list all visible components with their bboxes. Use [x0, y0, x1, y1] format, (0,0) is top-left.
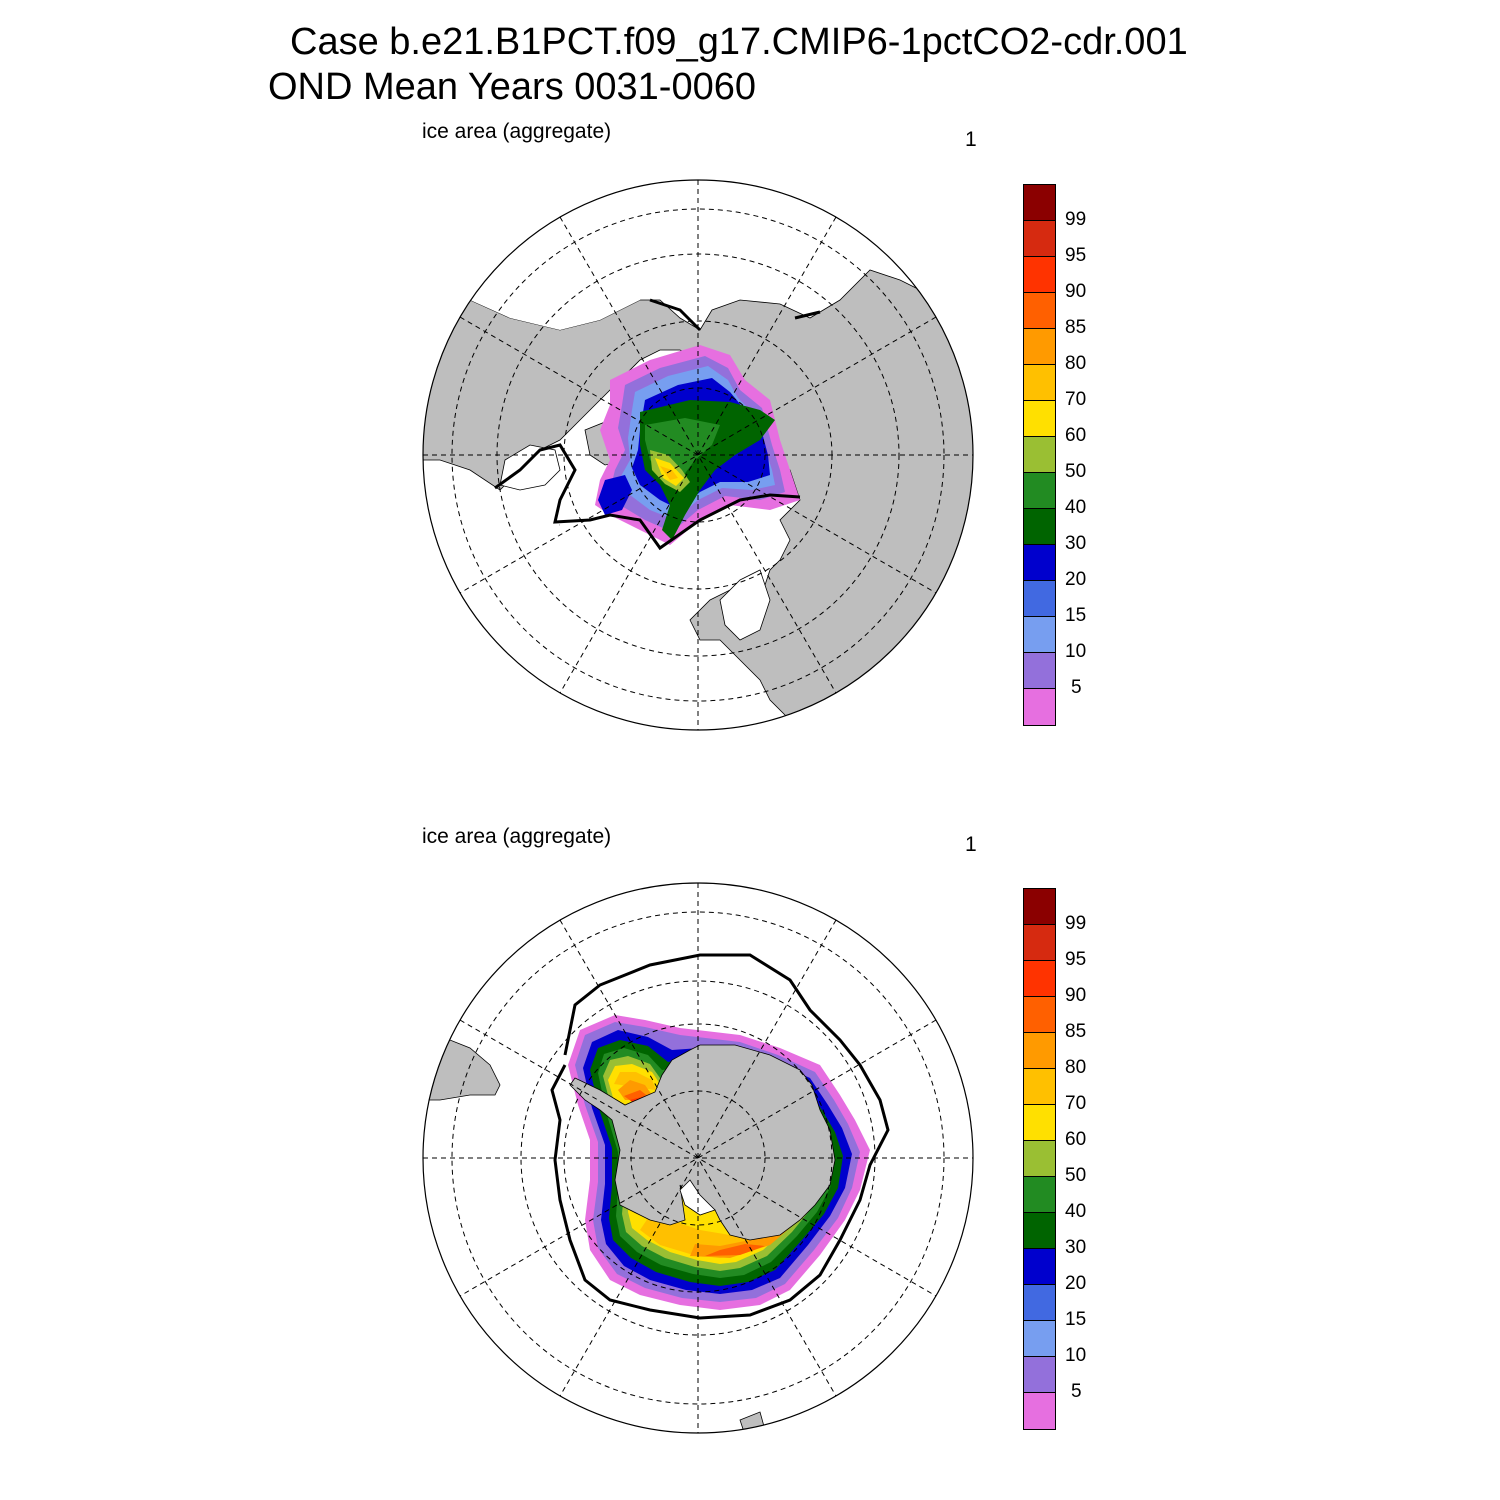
south-colorbar-swatch [1024, 1393, 1055, 1429]
south-colorbar-label: 95 [1065, 949, 1087, 970]
north-colorbar-swatch [1024, 617, 1055, 653]
north-map-border [422, 179, 974, 731]
south-ross-shelf [679, 1179, 716, 1216]
north-colorbar-label: 20 [1065, 569, 1087, 590]
north-colorbar-label: 10 [1065, 641, 1087, 662]
north-colorbar-label: 60 [1065, 425, 1087, 446]
north-colorbar-swatch [1024, 185, 1055, 221]
south-colorbar-swatch [1024, 1321, 1055, 1357]
south-colorbar-swatch [1024, 925, 1055, 961]
north-colorbar-swatch [1024, 653, 1055, 689]
north-colorbar-label: 99 [1065, 209, 1087, 230]
south-colorbar-swatch [1024, 1069, 1055, 1105]
south-ice-extent-contour [550, 953, 890, 1320]
south-colorbar-swatch [1024, 889, 1055, 925]
south-colorbar-label: 30 [1065, 1237, 1087, 1258]
north-colorbar-label: 90 [1065, 281, 1087, 302]
figure-title-period: OND Mean Years 0031-0060 [268, 66, 756, 108]
north-colorbar-swatch [1024, 293, 1055, 329]
north-panel-label: ice area (aggregate) [422, 120, 612, 143]
south-colorbar-swatch [1024, 997, 1055, 1033]
south-colorbar-label: 90 [1065, 985, 1087, 1006]
north-colorbar-swatch [1024, 545, 1055, 581]
south-colorbar-swatch [1024, 1177, 1055, 1213]
north-colorbar-label: 80 [1065, 353, 1087, 374]
north-colorbar-swatch [1024, 329, 1055, 365]
south-colorbar-label: 5 [1071, 1381, 1082, 1402]
south-colorbar [1023, 888, 1056, 1430]
south-colorbar-swatch [1024, 1213, 1055, 1249]
north-colorbar-label: 70 [1065, 389, 1087, 410]
south-colorbar-swatch [1024, 1357, 1055, 1393]
north-colorbar-swatch [1024, 509, 1055, 545]
south-colorbar-swatch [1024, 1249, 1055, 1285]
north-colorbar-label: 40 [1065, 497, 1087, 518]
south-graticule [423, 883, 973, 1433]
north-water-baltic [719, 569, 771, 641]
south-colorbar-swatch [1024, 1141, 1055, 1177]
south-colorbar-label: 85 [1065, 1021, 1087, 1042]
north-ice-band-80 [660, 466, 678, 480]
north-colorbar-swatch [1024, 581, 1055, 617]
north-ice-hudson [598, 475, 632, 515]
north-graticule [423, 180, 973, 730]
north-polar-map [422, 179, 974, 731]
north-colorbar-label: 5 [1071, 677, 1082, 698]
north-colorbar-swatch [1024, 689, 1055, 725]
south-colorbar-label: 99 [1065, 913, 1087, 934]
south-colorbar-label: 50 [1065, 1165, 1087, 1186]
south-colorbar-label: 80 [1065, 1057, 1087, 1078]
figure-title-case: Case b.e21.B1PCT.f09_g17.CMIP6-1pctCO2-c… [290, 21, 1188, 63]
south-colorbar-label: 70 [1065, 1093, 1087, 1114]
south-colorbar-label: 60 [1065, 1129, 1087, 1150]
south-map-border [422, 882, 974, 1434]
north-ice-extent-contour [494, 298, 821, 551]
south-colorbar-swatch [1024, 1285, 1055, 1321]
north-land-eurasia [423, 269, 973, 730]
north-panel-number: 1 [965, 128, 977, 151]
north-colorbar-swatch [1024, 365, 1055, 401]
south-panel-label: ice area (aggregate) [422, 825, 612, 848]
north-colorbar-label: 95 [1065, 245, 1087, 266]
north-colorbar-label: 15 [1065, 605, 1087, 626]
south-colorbar-swatch [1024, 961, 1055, 997]
north-colorbar-label: 85 [1065, 317, 1087, 338]
north-water-hudson [499, 444, 561, 491]
south-colorbar-swatch [1024, 1105, 1055, 1141]
north-colorbar-swatch [1024, 437, 1055, 473]
north-colorbar-label: 30 [1065, 533, 1087, 554]
north-colorbar-label: 50 [1065, 461, 1087, 482]
south-colorbar-label: 15 [1065, 1309, 1087, 1330]
south-colorbar-label: 20 [1065, 1273, 1087, 1294]
north-colorbar-swatch [1024, 473, 1055, 509]
north-colorbar-swatch [1024, 257, 1055, 293]
north-colorbar-swatch [1024, 221, 1055, 257]
south-panel-number: 1 [965, 833, 977, 856]
south-colorbar-label: 40 [1065, 1201, 1087, 1222]
south-land-antarctica [569, 1044, 836, 1241]
south-colorbar-label: 10 [1065, 1345, 1087, 1366]
north-colorbar-swatch [1024, 401, 1055, 437]
north-colorbar [1023, 184, 1056, 726]
north-water-atlantic [520, 500, 740, 730]
south-colorbar-swatch [1024, 1033, 1055, 1069]
